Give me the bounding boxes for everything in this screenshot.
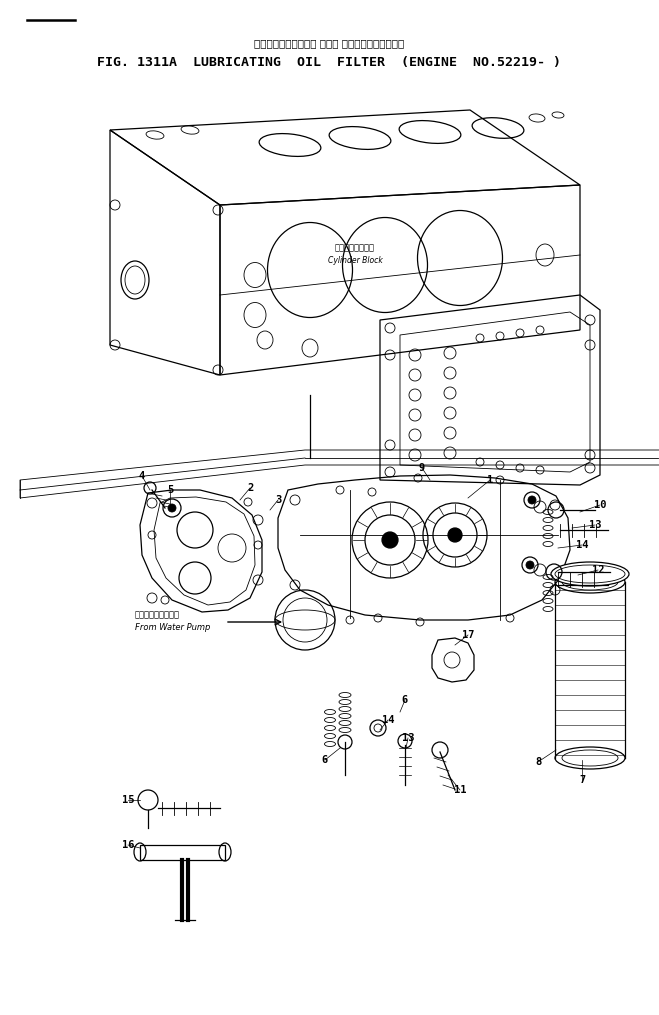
Text: 10: 10 [594,500,606,510]
Text: 17: 17 [462,630,474,640]
Text: 11: 11 [454,785,467,795]
Text: 9: 9 [419,463,425,473]
Text: 12: 12 [592,565,604,576]
Text: 14: 14 [576,540,588,550]
Circle shape [382,532,398,548]
Ellipse shape [551,562,629,586]
Circle shape [168,504,176,512]
Text: FIG. 1311A  LUBRICATING  OIL  FILTER  (ENGINE  NO.52219- ): FIG. 1311A LUBRICATING OIL FILTER (ENGIN… [97,56,561,68]
Text: ルーブリケーティング オイル フィルタ　　適用号機: ルーブリケーティング オイル フィルタ 適用号機 [254,38,404,48]
Text: 4: 4 [139,471,145,481]
Text: 6: 6 [402,695,408,705]
Polygon shape [140,845,225,860]
Text: 5: 5 [167,485,173,495]
Text: 13: 13 [402,733,415,743]
Text: 8: 8 [535,757,541,767]
Circle shape [526,561,534,569]
Text: ウォータポンプから: ウォータポンプから [135,610,180,619]
Text: 7: 7 [579,775,585,785]
Text: From Water Pump: From Water Pump [135,623,210,632]
Circle shape [528,496,536,504]
Text: Cylinder Block: Cylinder Block [328,256,382,265]
Text: 13: 13 [588,520,601,530]
Text: 16: 16 [122,840,134,850]
Text: 2: 2 [247,483,253,493]
Text: 15: 15 [122,795,134,805]
Text: シリンダブロック: シリンダブロック [335,244,375,253]
Circle shape [448,528,462,542]
Text: 14: 14 [382,715,394,725]
Text: 3: 3 [275,495,281,505]
Text: 6: 6 [322,755,328,765]
Text: 1: 1 [487,475,493,485]
